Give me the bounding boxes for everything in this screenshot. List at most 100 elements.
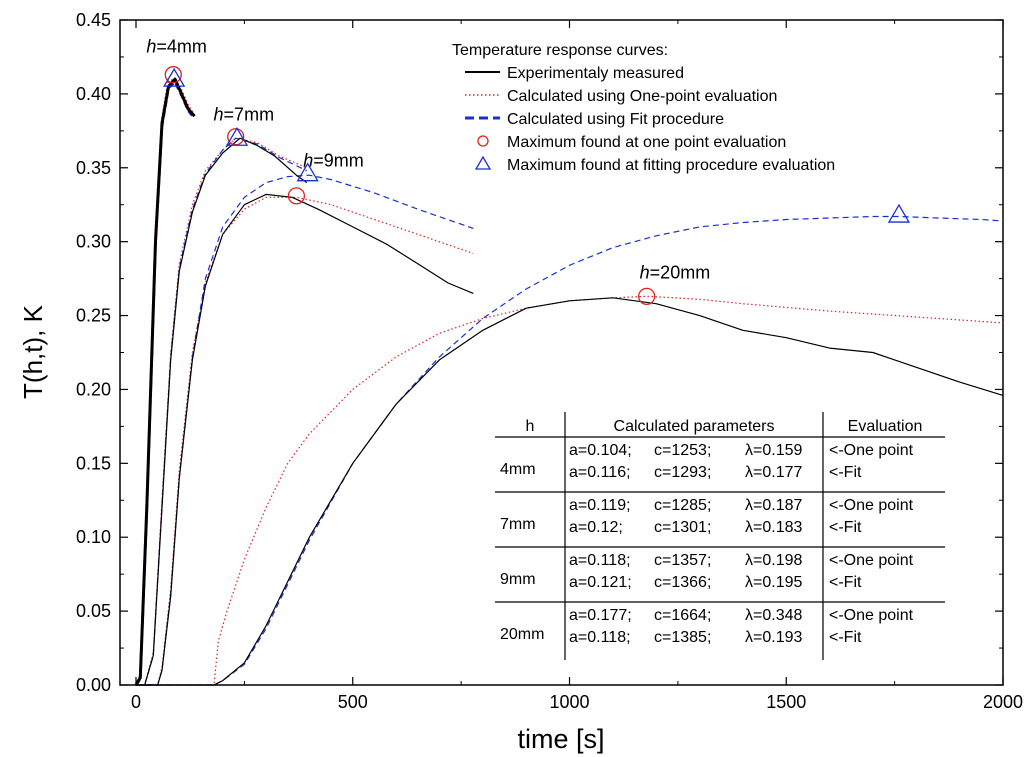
marker-layer (163, 66, 911, 305)
table-param-a: a=0.177; (569, 607, 632, 624)
axis-ticks: 0 500 1000 1500 2000 0.00 0.05 0.10 0.15 0.20 0.25… (76, 10, 1023, 712)
series-9mm-measured (136, 193, 474, 686)
curve-label: h=4mm (146, 37, 207, 57)
table-evaluation: <-One point (829, 442, 914, 459)
legend-swatch-circle (477, 135, 489, 147)
table-param-a: a=0.118; (569, 552, 631, 569)
legend-label: Calculated using Fit procedure (507, 111, 724, 128)
x-axis-label: time [s] (517, 724, 604, 754)
legend-label: Experimentaly measured (507, 65, 684, 82)
curve-label-h: h (214, 104, 224, 124)
table-param-a: a=0.104; (569, 442, 632, 459)
y-tick-label: 0.35 (76, 158, 111, 178)
y-tick-label: 0.15 (76, 453, 111, 473)
curve-layer (134, 77, 1004, 686)
curve-label: h=7mm (214, 104, 275, 124)
table-param-a: a=0.119; (569, 497, 631, 514)
table-header-params: Calculated parameters (614, 418, 775, 435)
curve-label-value: =7mm (224, 104, 275, 124)
table-evaluation: <-One point (829, 497, 914, 514)
fit-max-7mm (225, 126, 249, 146)
table-param-c: c=1385; (654, 629, 711, 646)
table-param-lambda: λ=0.177 (745, 464, 802, 481)
one-point-max-20mm (638, 287, 656, 305)
x-tick-label: 2000 (983, 692, 1023, 712)
fit-max-9mm (296, 162, 319, 182)
curve-label-h: h (146, 37, 156, 57)
y-tick-label: 0.00 (76, 675, 111, 695)
curve-label-h: h (640, 263, 650, 283)
curve-label-h: h (303, 150, 313, 170)
table-h-cell: 4mm (500, 461, 536, 478)
table-param-c: c=1285; (654, 497, 711, 514)
y-tick-label: 0.30 (76, 232, 111, 252)
y-tick-label: 0.20 (76, 379, 111, 399)
table-param-a: a=0.121; (569, 574, 632, 591)
table-evaluation: <-One point (829, 607, 914, 624)
table-h-cell: 9mm (500, 571, 536, 588)
table-h-cell: 7mm (500, 516, 536, 533)
y-tick-label: 0.40 (76, 84, 111, 104)
legend-label: Maximum found at one point evaluation (507, 134, 786, 151)
table-evaluation: <-Fit (829, 464, 862, 481)
table-param-c: c=1357; (654, 552, 711, 569)
table-param-c: c=1293; (654, 464, 711, 481)
table-evaluation: <-Fit (829, 629, 862, 646)
x-tick-label: 500 (338, 692, 368, 712)
table-evaluation: <-One point (829, 552, 914, 569)
y-tick-label: 0.45 (76, 10, 111, 30)
table-evaluation: <-Fit (829, 574, 862, 591)
x-tick-label: 1000 (549, 692, 589, 712)
series-4mm-measured (134, 77, 196, 686)
table-param-lambda: λ=0.183 (745, 519, 802, 536)
table-param-c: c=1253; (654, 442, 711, 459)
table-param-c: c=1366; (654, 574, 711, 591)
fit-max-20mm (887, 203, 911, 223)
series-9mm-one_point (136, 196, 474, 686)
table-param-lambda: λ=0.195 (745, 574, 802, 591)
table-param-c: c=1301; (654, 519, 711, 536)
y-tick-label: 0.10 (76, 527, 111, 547)
table-param-lambda: λ=0.159 (745, 442, 802, 459)
series-20mm-measured (136, 297, 1004, 686)
table-param-a: a=0.12; (569, 519, 623, 536)
series-20mm-fit (136, 215, 1004, 686)
table-param-c: c=1664; (654, 607, 711, 624)
curve-label: h=9mm (303, 150, 364, 170)
series-20mm-one_point (136, 295, 1004, 686)
series-7mm-measured (136, 137, 308, 686)
table-param-lambda: λ=0.348 (745, 607, 802, 624)
legend-title: Temperature response curves: (452, 42, 668, 59)
one-point-max-9mm (287, 187, 306, 205)
table-header-h: h (526, 418, 535, 435)
x-tick-label: 0 (131, 692, 141, 712)
y-tick-label: 0.05 (76, 601, 111, 621)
legend: Temperature response curves: Experimenta… (452, 42, 835, 174)
table-param-lambda: λ=0.198 (745, 552, 802, 569)
one-point-max-4mm (164, 66, 182, 84)
table-param-lambda: λ=0.187 (745, 497, 802, 514)
fit-max-4mm (163, 67, 186, 87)
curve-label-value: =20mm (650, 263, 711, 283)
y-tick-label: 0.25 (76, 306, 111, 326)
table-header-evaluation: Evaluation (848, 418, 923, 435)
legend-label: Maximum found at fitting procedure evalu… (507, 157, 835, 174)
x-tick-label: 1500 (766, 692, 806, 712)
series-9mm-fit (136, 174, 474, 686)
parameter-table: h Calculated parameters Evaluation 4mm a=0.1… (495, 412, 945, 660)
curve-label-value: =9mm (313, 150, 364, 170)
table-param-lambda: λ=0.193 (745, 629, 802, 646)
table-evaluation: <-Fit (829, 519, 862, 536)
table-param-a: a=0.118; (569, 629, 631, 646)
y-axis-label: T(h,t), K (18, 304, 48, 399)
table-param-a: a=0.116; (569, 464, 631, 481)
legend-swatch-triangle (474, 155, 492, 170)
legend-label: Calculated using One-point evaluation (507, 88, 777, 105)
series-7mm-one_point (136, 137, 308, 686)
table-h-cell: 20mm (500, 626, 544, 643)
series-7mm-fit (136, 137, 308, 686)
curve-label: h=20mm (640, 263, 711, 283)
curve-label-value: =4mm (156, 37, 207, 57)
